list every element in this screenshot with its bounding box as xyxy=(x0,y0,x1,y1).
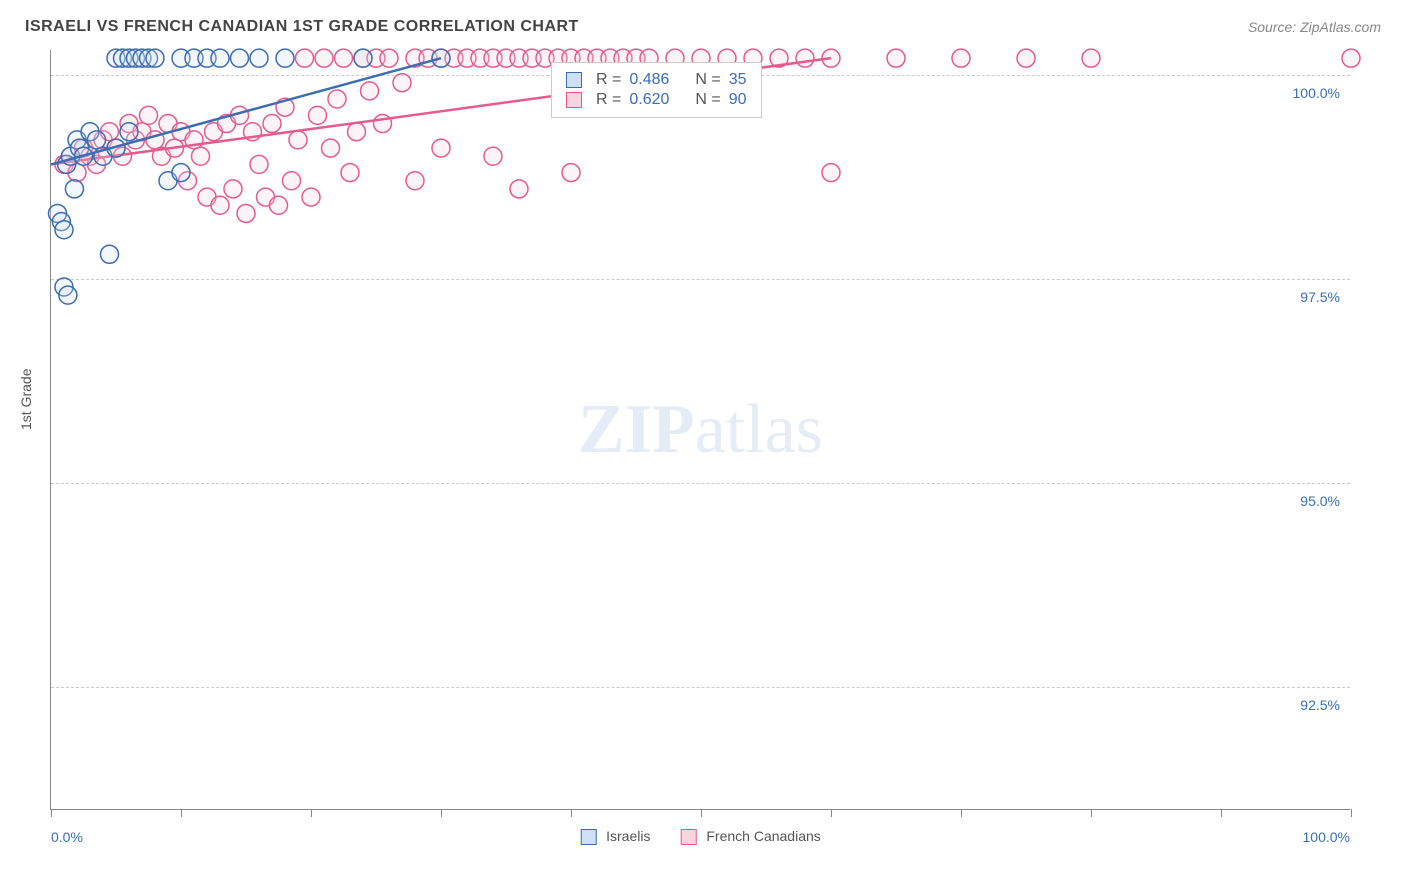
y-tick-label: 97.5% xyxy=(1300,289,1340,305)
data-point xyxy=(354,49,372,67)
data-point xyxy=(224,180,242,198)
source-label: Source: ZipAtlas.com xyxy=(1248,19,1381,35)
y-axis-label: 1st Grade xyxy=(18,369,34,430)
data-point xyxy=(309,106,327,124)
data-point xyxy=(406,172,424,190)
data-point xyxy=(822,164,840,182)
data-point xyxy=(140,106,158,124)
data-point xyxy=(1017,49,1035,67)
data-point xyxy=(120,123,138,141)
series-legend: Israelis French Canadians xyxy=(580,828,821,845)
data-point xyxy=(172,164,190,182)
x-tick xyxy=(51,809,52,817)
data-point xyxy=(283,172,301,190)
data-point xyxy=(192,147,210,165)
data-point xyxy=(296,49,314,67)
x-tick xyxy=(571,809,572,817)
data-point xyxy=(1342,49,1360,67)
x-tick xyxy=(181,809,182,817)
x-tick xyxy=(831,809,832,817)
data-point xyxy=(146,49,164,67)
data-point xyxy=(348,123,366,141)
x-tick xyxy=(311,809,312,817)
data-point xyxy=(796,49,814,67)
x-tick xyxy=(1091,809,1092,817)
data-point xyxy=(276,49,294,67)
data-point xyxy=(231,49,249,67)
x-tick xyxy=(441,809,442,817)
swatch-israelis-icon xyxy=(566,72,582,88)
data-point xyxy=(335,49,353,67)
stats-legend: R = 0.486 N = 35 R = 0.620 N = 90 xyxy=(551,62,762,118)
data-point xyxy=(341,164,359,182)
x-tick xyxy=(961,809,962,817)
chart-title: ISRAELI VS FRENCH CANADIAN 1ST GRADE COR… xyxy=(25,18,579,36)
legend-label: Israelis xyxy=(606,828,650,844)
x-axis-min-label: 0.0% xyxy=(51,829,83,845)
stats-legend-row: R = 0.620 N = 90 xyxy=(566,91,747,109)
data-point xyxy=(510,180,528,198)
data-point xyxy=(270,196,288,214)
data-point xyxy=(887,49,905,67)
data-point xyxy=(101,245,119,263)
data-point xyxy=(562,164,580,182)
y-tick-label: 92.5% xyxy=(1300,697,1340,713)
data-point xyxy=(88,131,106,149)
data-point xyxy=(952,49,970,67)
data-point xyxy=(211,49,229,67)
data-point xyxy=(211,196,229,214)
data-point xyxy=(361,82,379,100)
data-point xyxy=(484,147,502,165)
data-point xyxy=(65,180,83,198)
x-tick xyxy=(701,809,702,817)
data-point xyxy=(432,139,450,157)
x-axis-max-label: 100.0% xyxy=(1303,829,1350,845)
y-tick-label: 95.0% xyxy=(1300,493,1340,509)
data-point xyxy=(289,131,307,149)
legend-item-israelis: Israelis xyxy=(580,828,650,845)
data-point xyxy=(250,49,268,67)
trend-line xyxy=(51,58,441,164)
y-tick-label: 100.0% xyxy=(1293,85,1340,101)
data-point xyxy=(237,204,255,222)
data-point xyxy=(393,74,411,92)
data-point xyxy=(263,115,281,133)
x-tick xyxy=(1351,809,1352,817)
swatch-french-canadians-icon xyxy=(680,829,696,845)
chart-svg xyxy=(51,50,1350,809)
data-point xyxy=(1082,49,1100,67)
data-point xyxy=(302,188,320,206)
data-point xyxy=(315,49,333,67)
data-point xyxy=(328,90,346,108)
data-point xyxy=(55,221,73,239)
stats-legend-row: R = 0.486 N = 35 xyxy=(566,71,747,89)
legend-item-french-canadians: French Canadians xyxy=(680,828,820,845)
legend-label: French Canadians xyxy=(706,828,820,844)
data-point xyxy=(250,155,268,173)
data-point xyxy=(322,139,340,157)
swatch-french-canadians-icon xyxy=(566,92,582,108)
data-point xyxy=(59,286,77,304)
swatch-israelis-icon xyxy=(580,829,596,845)
data-point xyxy=(380,49,398,67)
x-tick xyxy=(1221,809,1222,817)
plot-area: ZIPatlas R = 0.486 N = 35 R = 0.620 N = … xyxy=(50,50,1350,810)
